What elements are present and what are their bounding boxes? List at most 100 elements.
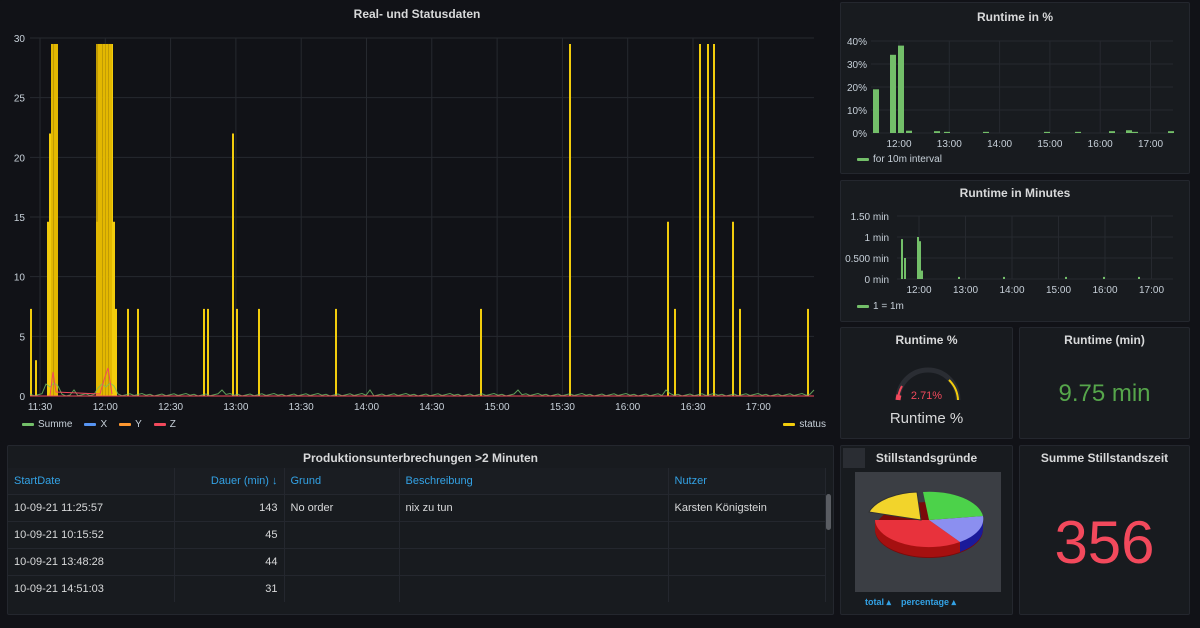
table-scrollbar[interactable] (826, 494, 831, 530)
legend-interval-label: for 10m interval (873, 154, 942, 165)
cell-dauer: 45 (174, 520, 285, 548)
runtime-min-chart[interactable]: 1.50 min 1 min 0.500 min 0 min 12:00 13:00 14:… (841, 181, 1190, 322)
x-tick-label: 17:00 (746, 402, 771, 413)
main-chart-panel: Real- und Statusdaten 30 25 20 15 10 5 0 11:30 1… (0, 0, 834, 442)
interruptions-table: StartDate Dauer (min) ↓ Grund Beschreibu… (8, 468, 826, 602)
link-total[interactable]: total ▴ (865, 597, 892, 607)
runtime-pct-panel: Runtime in % 40% 30% 20% 10% 0% 12:00 13:00 14:… (840, 2, 1190, 174)
pie-slice-red (875, 520, 960, 548)
col-nutzer[interactable]: Nutzer (668, 468, 826, 494)
gauge (895, 367, 961, 401)
y-tick-label: 40% (847, 37, 867, 48)
legend-item[interactable]: Y (119, 419, 142, 430)
col-grund[interactable]: Grund (284, 468, 400, 494)
legend-item[interactable]: Summe (22, 419, 72, 430)
legend-item-status[interactable]: status (783, 419, 826, 430)
cell-beschreibung (399, 574, 669, 602)
legend-label: Y (135, 419, 142, 430)
runtime-min-bar (958, 276, 960, 279)
legend-label: Z (169, 419, 176, 430)
table-header-row: StartDate Dauer (min) ↓ Grund Beschreibu… (8, 468, 826, 494)
onemin-swatch (857, 305, 869, 308)
runtime-pct-bar (1044, 131, 1050, 133)
y-tick-label: 10 (14, 273, 26, 284)
downtime-title[interactable]: Summe Stillstandszeit (1040, 451, 1169, 465)
runtime-min-panel: Runtime in Minutes 1.50 min 1 min 0.500 mi… (840, 180, 1190, 322)
runtime-pct-chart[interactable]: 40% 30% 20% 10% 0% 12:00 13:00 14:00 15:00 16:00 1… (841, 3, 1190, 174)
legend-swatch (22, 423, 34, 426)
main-chart[interactable]: 30 25 20 15 10 5 011:30 12:00 12:30 13:00 13:30 14:… (0, 0, 834, 442)
runtime-min-bar (901, 239, 903, 279)
runtime-min-stat-title[interactable]: Runtime (min) (1064, 333, 1145, 347)
interval-swatch (857, 158, 869, 161)
col-startdate[interactable]: StartDate (8, 468, 175, 494)
z-series (49, 367, 113, 397)
cell-grund: No order (284, 493, 400, 521)
table-row[interactable]: 10-09-21 11:25:57 143 No order nix zu tu… (8, 493, 826, 521)
panel-drag-handle[interactable] (843, 448, 865, 468)
runtime-pct-title[interactable]: Runtime in % (976, 10, 1053, 24)
runtime-pct-bar (1126, 130, 1132, 133)
stillstand-title[interactable]: Stillstandsgründe (875, 451, 978, 465)
table-row[interactable]: 10-09-21 13:48:28 44 (8, 547, 826, 575)
runtime-pct-legend: for 10m interval (857, 154, 942, 165)
legend-label: X (100, 419, 108, 430)
x-tick-label: 16:30 (680, 402, 705, 413)
cell-dauer: 31 (174, 574, 285, 602)
x-tick-label: 15:00 (1037, 139, 1062, 150)
pie-links: total ▴ percentage ▴ (865, 597, 956, 608)
interruptions-title[interactable]: Produktionsunterbrechungen >2 Minuten (302, 451, 538, 465)
runtime-pct-bar (983, 131, 989, 133)
cell-startdate: 10-09-21 10:15:52 (8, 520, 175, 548)
runtime-pct-bar (944, 131, 950, 133)
x-tick-label: 12:00 (906, 285, 931, 296)
x-tick-label: 16:00 (1088, 139, 1113, 150)
link-percentage[interactable]: percentage ▴ (901, 597, 957, 607)
pie-slice-green (923, 491, 983, 520)
status-swatch (783, 423, 796, 426)
y-tick-label: 30% (847, 60, 867, 71)
pie-chart-box[interactable] (855, 472, 1001, 592)
runtime-min-bar (919, 241, 921, 279)
status-block (51, 43, 58, 396)
runtime-pct-bar (898, 45, 904, 133)
legend-item-onemin[interactable]: 1 = 1m (857, 301, 904, 312)
x-tick-label: 13:00 (953, 285, 978, 296)
legend-item[interactable]: Z (153, 419, 176, 430)
cell-beschreibung (399, 547, 669, 575)
legend-swatch (153, 423, 166, 426)
x-tick-label: 15:00 (485, 402, 510, 413)
x-tick-label: 14:00 (999, 285, 1024, 296)
cell-nutzer: Karsten Königstein (668, 493, 826, 521)
cell-startdate: 10-09-21 13:48:28 (8, 547, 175, 575)
y-tick-label: 30 (14, 34, 26, 45)
y-tick-label: 20 (14, 153, 26, 164)
main-chart-legend: Summe X Y Z (22, 419, 176, 430)
legend-swatch (84, 423, 97, 426)
x-tick-label: 15:00 (1046, 285, 1071, 296)
x-tick-label: 12:00 (93, 402, 118, 413)
runtime-pct-bar (906, 130, 912, 133)
table-row[interactable]: 10-09-21 10:15:52 45 (8, 520, 826, 548)
legend-item-interval[interactable]: for 10m interval (857, 154, 942, 165)
y-tick-label: 1 min (865, 233, 889, 244)
cell-nutzer (668, 574, 826, 602)
summe-series (29, 382, 815, 397)
legend-item[interactable]: X (84, 419, 107, 430)
y-tick-label: 0.500 min (845, 254, 889, 265)
runtime-pct-bar (1132, 131, 1138, 133)
cell-startdate: 10-09-21 11:25:57 (8, 493, 175, 521)
main-chart-title[interactable]: Real- und Statusdaten (353, 7, 481, 21)
runtime-gauge-panel: Runtime % 2.71% Runtime % (840, 327, 1013, 439)
gauge-label: Runtime % (889, 410, 964, 427)
col-dauer[interactable]: Dauer (min) ↓ (174, 468, 285, 494)
runtime-min-title[interactable]: Runtime in Minutes (959, 186, 1071, 200)
interruptions-table-wrap[interactable]: StartDate Dauer (min) ↓ Grund Beschreibu… (8, 468, 826, 602)
runtime-min-bar (917, 237, 919, 279)
runtime-gauge-title[interactable]: Runtime % (895, 333, 958, 347)
y-tick-label: 15 (14, 213, 26, 224)
status-block (96, 43, 112, 396)
downtime-value: 356 (1054, 509, 1155, 576)
col-beschreibung[interactable]: Beschreibung (399, 468, 669, 494)
table-row[interactable]: 10-09-21 14:51:03 31 (8, 574, 826, 602)
